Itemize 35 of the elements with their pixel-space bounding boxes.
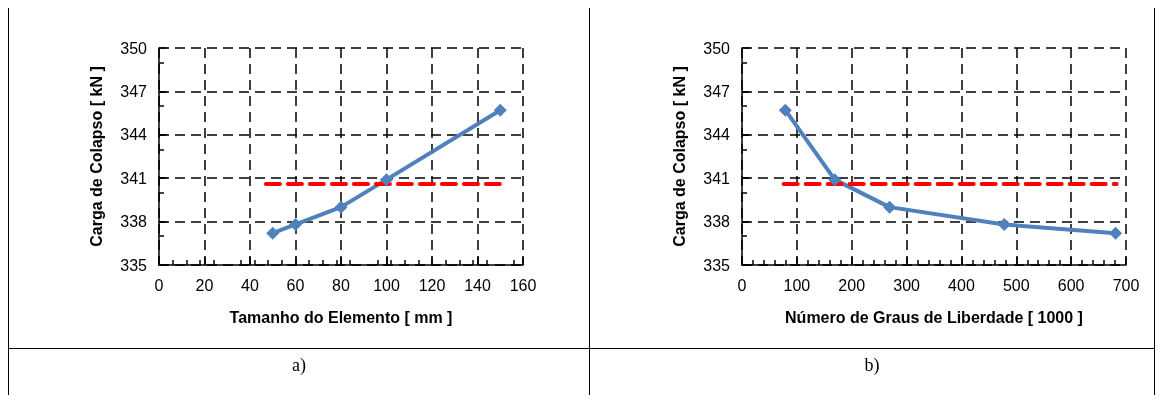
y-tick-label: 341 <box>120 169 148 187</box>
y-tick-label: 350 <box>120 39 148 57</box>
text: a) <box>292 355 306 375</box>
x-tick-label: 600 <box>1057 276 1085 294</box>
y-tick-label: 335 <box>703 256 731 274</box>
y-axis-title: Carga de Colapso [ kN ] <box>670 66 688 247</box>
y-tick-label: 338 <box>703 213 731 231</box>
x-tick-label: 500 <box>1002 276 1030 294</box>
y-axis-title: Carga de Colapso [ kN ] <box>87 66 105 247</box>
x-tick-label: 100 <box>783 276 811 294</box>
x-tick-label: 120 <box>418 276 446 294</box>
x-axis-title: Número de Graus de Liberdade [ 1000 ] <box>785 308 1083 326</box>
y-tick-label: 347 <box>703 82 731 100</box>
y-tick-label: 335 <box>120 256 148 274</box>
y-tick-label: 350 <box>703 39 731 57</box>
x-tick-label: 200 <box>838 276 866 294</box>
x-tick-label: 20 <box>195 276 214 294</box>
x-tick-label: 160 <box>509 276 537 294</box>
x-tick-label: 0 <box>737 276 747 294</box>
x-axis-title: Tamanho do Elemento [ mm ] <box>229 308 453 326</box>
y-tick-label: 338 <box>120 213 148 231</box>
y-tick-label: 344 <box>120 126 148 144</box>
x-tick-label: 80 <box>332 276 350 294</box>
y-tick-label: 344 <box>703 126 731 144</box>
x-tick-label: 100 <box>373 276 400 294</box>
x-tick-label: 0 <box>154 276 164 294</box>
x-tick-label: 400 <box>948 276 975 294</box>
x-tick-label: 60 <box>286 276 305 294</box>
text: b) <box>864 355 880 375</box>
y-tick-label: 341 <box>703 169 731 187</box>
x-tick-label: 40 <box>241 276 259 294</box>
x-tick-label: 140 <box>464 276 491 294</box>
x-tick-label: 700 <box>1112 276 1140 294</box>
x-tick-label: 300 <box>893 276 921 294</box>
y-tick-label: 347 <box>120 82 148 100</box>
